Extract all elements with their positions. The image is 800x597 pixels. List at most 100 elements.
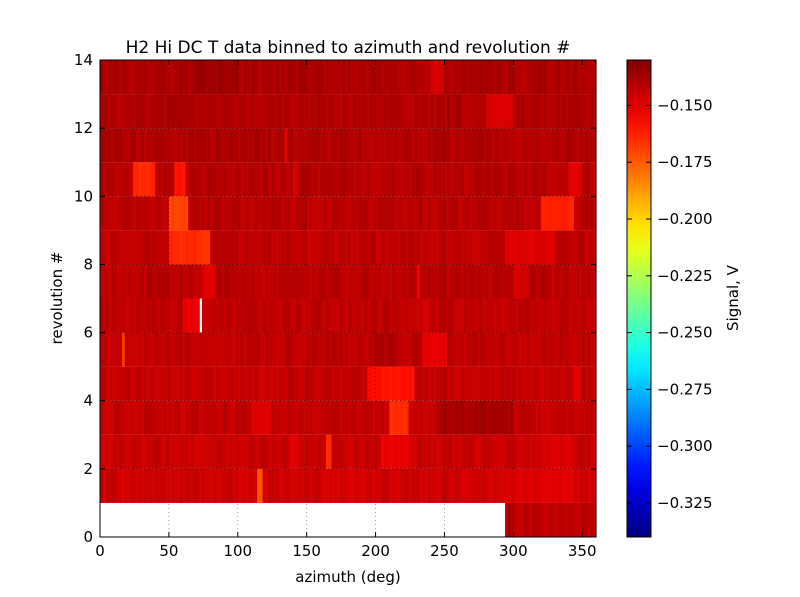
- heatmap-cell: [171, 60, 175, 95]
- heatmap-cell: [383, 128, 388, 163]
- heatmap-cell: [317, 128, 322, 163]
- heatmap-cell: [568, 434, 572, 469]
- heatmap-cell: [491, 332, 495, 367]
- heatmap-cell: [224, 298, 228, 333]
- heatmap-cell: [240, 400, 244, 435]
- heatmap-cell: [579, 94, 583, 129]
- heatmap-cell: [179, 264, 184, 299]
- heatmap-cell: [535, 468, 539, 503]
- heatmap-cell: [510, 434, 514, 469]
- heatmap-cell: [292, 94, 297, 129]
- heatmap-cell: [108, 60, 112, 95]
- heatmap-cell: [226, 264, 231, 299]
- heatmap-cell: [152, 298, 156, 333]
- heatmap-cell: [414, 400, 418, 435]
- heatmap-cell: [494, 128, 498, 163]
- heatmap-cell: [562, 332, 567, 367]
- heatmap-cell: [375, 94, 379, 129]
- heatmap-cell: [356, 264, 360, 299]
- heatmap-cell: [496, 60, 501, 95]
- heatmap-cell: [516, 434, 520, 469]
- heatmap-cell: [254, 400, 258, 435]
- heatmap-cell: [469, 60, 473, 95]
- heatmap-cell: [303, 468, 308, 503]
- heatmap-cell: [546, 468, 550, 503]
- heatmap-cell: [207, 94, 211, 129]
- heatmap-cell: [229, 434, 233, 469]
- heatmap-cell: [113, 264, 118, 299]
- heatmap-cell: [279, 264, 283, 299]
- heatmap-cell: [436, 94, 440, 129]
- heatmap-cell: [425, 468, 429, 503]
- heatmap-cell: [207, 468, 211, 503]
- heatmap-cell: [314, 332, 319, 367]
- heatmap-cell: [301, 128, 305, 163]
- heatmap-cell: [562, 128, 567, 163]
- heatmap-cell: [554, 366, 559, 401]
- heatmap-cell: [394, 230, 399, 265]
- heatmap-cell: [174, 60, 178, 95]
- heatmap-cell: [345, 60, 349, 95]
- heatmap-cell: [122, 162, 126, 197]
- heatmap-cell: [452, 298, 457, 333]
- heatmap-cell: [102, 60, 107, 95]
- heatmap-cell: [127, 60, 131, 95]
- heatmap-cell: [408, 332, 412, 367]
- heatmap-cell: [364, 366, 368, 401]
- heatmap-cell: [201, 60, 206, 95]
- heatmap-cell: [405, 162, 410, 197]
- heatmap-cell: [174, 434, 178, 469]
- heatmap-cell: [557, 128, 561, 163]
- heatmap-cell: [281, 366, 286, 401]
- heatmap-cell: [224, 434, 228, 469]
- heatmap-cell: [237, 468, 242, 503]
- heatmap-cell: [425, 366, 429, 401]
- heatmap-cell: [507, 366, 512, 401]
- heatmap-cell: [447, 94, 451, 129]
- heatmap-cell: [309, 60, 313, 95]
- heatmap-cell: [168, 196, 173, 231]
- heatmap-cell: [113, 366, 118, 401]
- heatmap-cell: [414, 468, 418, 503]
- heatmap-cell: [444, 196, 448, 231]
- colorbar: −0.150−0.175−0.200−0.225−0.250−0.275−0.3…: [626, 59, 742, 538]
- heatmap-cell: [251, 366, 255, 401]
- heatmap-cell: [174, 128, 178, 163]
- heatmap-cell: [204, 230, 209, 265]
- heatmap-cell: [386, 366, 390, 401]
- heatmap-cell: [224, 94, 228, 129]
- heatmap-cell: [359, 434, 363, 469]
- heatmap-cell: [281, 264, 286, 299]
- heatmap-cell: [229, 230, 233, 265]
- heatmap-cell: [516, 366, 520, 401]
- heatmap-cell: [469, 366, 473, 401]
- heatmap-cell: [394, 332, 399, 367]
- heatmap-cell: [226, 60, 231, 95]
- heatmap-cell: [560, 502, 564, 537]
- heatmap-cell: [584, 434, 589, 469]
- heatmap-cell: [339, 128, 344, 163]
- heatmap-cell: [521, 366, 525, 401]
- heatmap-cell: [113, 128, 118, 163]
- heatmap-cell: [571, 94, 575, 129]
- heatmap-cell: [430, 264, 435, 299]
- heatmap-cell: [163, 298, 167, 333]
- heatmap-cell: [204, 332, 209, 367]
- heatmap-cell: [105, 162, 109, 197]
- heatmap-cell: [141, 230, 145, 265]
- heatmap-cell: [160, 366, 164, 401]
- heatmap-cell: [229, 264, 233, 299]
- heatmap-cell: [251, 94, 255, 129]
- heatmap-cell: [477, 94, 481, 129]
- heatmap-cell: [540, 264, 545, 299]
- heatmap-cell: [127, 468, 131, 503]
- heatmap-cell: [141, 366, 145, 401]
- heatmap-cell: [345, 264, 349, 299]
- heatmap-cell: [339, 434, 344, 469]
- heatmap-cell: [177, 60, 181, 95]
- heatmap-cell: [240, 264, 244, 299]
- heatmap-cell: [243, 162, 247, 197]
- heatmap-cell: [452, 366, 457, 401]
- heatmap-cell: [268, 332, 272, 367]
- heatmap-cell: [414, 60, 418, 95]
